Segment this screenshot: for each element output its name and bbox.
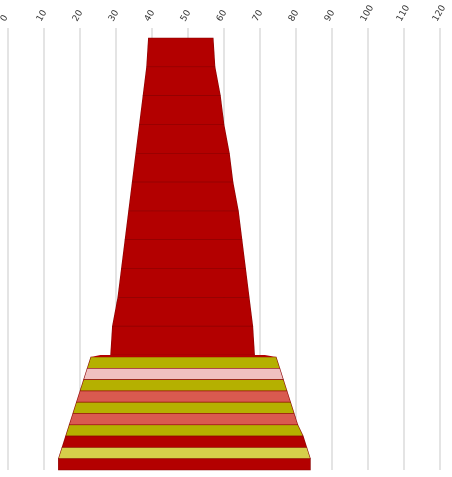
band-dark_red <box>124 210 243 240</box>
x-tick-label: 100 <box>359 3 376 23</box>
band-dark_red <box>61 435 308 448</box>
x-tick-label: 120 <box>431 3 448 23</box>
band-dark_red <box>142 66 221 96</box>
x-tick-label: 80 <box>287 8 302 23</box>
bands <box>57 37 311 471</box>
band-yellow <box>57 447 311 460</box>
band-salmon <box>68 413 299 426</box>
band-dark_red <box>139 95 225 125</box>
band-dark_red <box>131 153 234 183</box>
band-dark_red <box>58 458 311 471</box>
x-tick-label: 60 <box>215 8 230 23</box>
band-dark_red <box>135 124 230 154</box>
x-tick-label: 90 <box>323 8 338 23</box>
band-olive <box>86 356 281 369</box>
band-dark_red <box>110 325 255 356</box>
band-olive <box>72 401 295 414</box>
band-dark_red <box>146 37 216 68</box>
band-olive <box>79 379 288 392</box>
x-tick-label: 70 <box>251 8 266 23</box>
band-dark_red <box>121 239 246 269</box>
band-dark_red <box>117 268 250 298</box>
band-dark_red <box>128 181 239 212</box>
x-tick-label: 50 <box>179 8 194 23</box>
band-salmon <box>75 390 292 403</box>
x-tick-label: 0 <box>0 13 11 23</box>
band-pink <box>83 367 284 380</box>
x-tick-label: 30 <box>107 8 122 23</box>
x-tick-label: 20 <box>71 8 86 23</box>
band-olive <box>65 424 304 437</box>
x-tick-label: 10 <box>35 8 50 23</box>
x-axis-ticks: 0 10 20 30 40 50 60 70 80 90 100 110 120 <box>0 3 448 23</box>
x-tick-label: 40 <box>143 8 158 23</box>
band-shoulder <box>90 355 277 357</box>
band-dark_red <box>112 297 254 327</box>
x-tick-label: 110 <box>395 3 412 23</box>
